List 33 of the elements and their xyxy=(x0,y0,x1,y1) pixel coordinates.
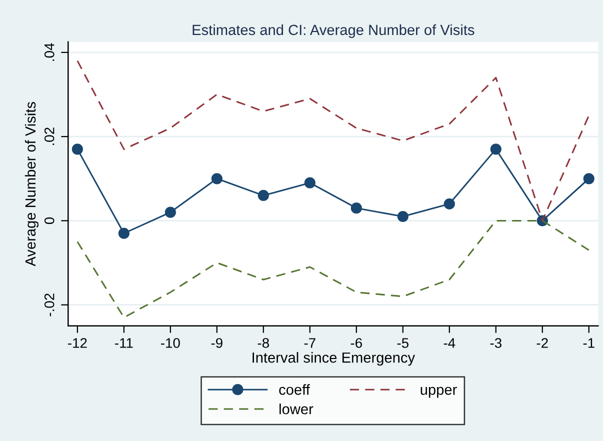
legend-label: lower xyxy=(280,404,314,414)
point xyxy=(397,210,408,222)
point xyxy=(304,177,316,188)
x-tick-label: -1 xyxy=(583,338,594,348)
point xyxy=(350,202,362,214)
point xyxy=(444,198,455,210)
y-tick-label: .04 xyxy=(44,43,54,61)
x-tick-label: -11 xyxy=(115,338,133,348)
point xyxy=(211,173,222,184)
point xyxy=(258,190,269,202)
chart-title: Estimates and CI: Average Number of Visits xyxy=(192,24,474,38)
point xyxy=(490,144,502,155)
point xyxy=(72,144,83,155)
y-axis-title: Average Number of Visits xyxy=(24,102,39,266)
x-axis-title: Interval since Emergency xyxy=(252,352,415,366)
point xyxy=(583,173,594,184)
point xyxy=(164,206,176,218)
x-tick-label: -2 xyxy=(536,338,548,348)
y-tick-label: -.02 xyxy=(44,294,54,316)
x-tick-label: -3 xyxy=(490,338,502,348)
x-tick-label: -5 xyxy=(397,338,408,348)
point xyxy=(118,228,130,239)
x-tick-label: -7 xyxy=(304,338,316,348)
x-tick-label: -4 xyxy=(444,338,456,348)
x-tick-label: -6 xyxy=(350,338,362,348)
legend-label: coeff xyxy=(279,384,310,395)
y-tick-label: .02 xyxy=(44,128,54,145)
x-tick-label: -10 xyxy=(161,338,180,348)
legend-label: upper xyxy=(420,386,457,398)
y-tick-label: 0 xyxy=(44,217,54,224)
x-tick-label: -9 xyxy=(211,338,222,348)
x-tick-label: -8 xyxy=(258,338,269,348)
x-tick-label: -12 xyxy=(68,338,87,348)
